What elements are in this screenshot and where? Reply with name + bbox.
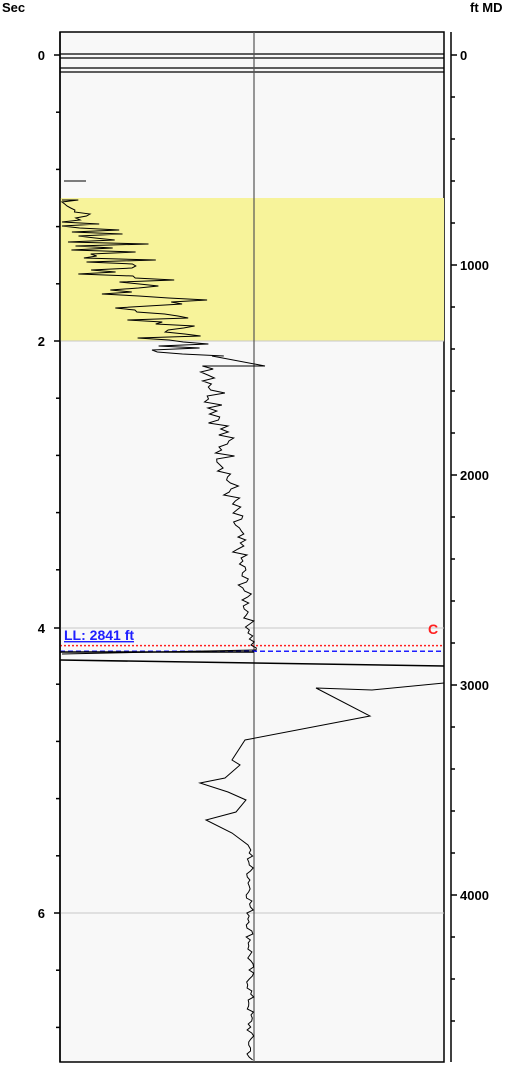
left-tick-label: 0: [38, 48, 45, 63]
left-tick-label: 6: [38, 906, 45, 921]
left-tick-label: 2: [38, 334, 45, 349]
log-curve-lower: [198, 682, 445, 1061]
left-tick-label: 4: [38, 621, 46, 636]
right-tick-label: 4000: [460, 888, 489, 903]
right-axis: [450, 32, 457, 1062]
plot-area: [59, 31, 445, 1063]
log-curve-group: [60, 180, 445, 1061]
left-axis-title: Sec: [2, 0, 25, 15]
right-tick-label: 1000: [460, 258, 489, 273]
right-tick-label: 3000: [460, 678, 489, 693]
marker-ll-label: LL: 2841 ft: [64, 627, 134, 643]
highlight-zone: [60, 198, 444, 341]
right-axis-title: ft MD: [470, 0, 503, 15]
right-tick-label: 0: [460, 48, 467, 63]
right-tick-label: 2000: [460, 468, 489, 483]
left-axis: [54, 32, 61, 1062]
log-curve-middle: [61, 355, 266, 655]
marker-c-label: C: [428, 621, 438, 637]
log-curve-upper: [60, 199, 224, 357]
casing-line: [59, 659, 445, 667]
